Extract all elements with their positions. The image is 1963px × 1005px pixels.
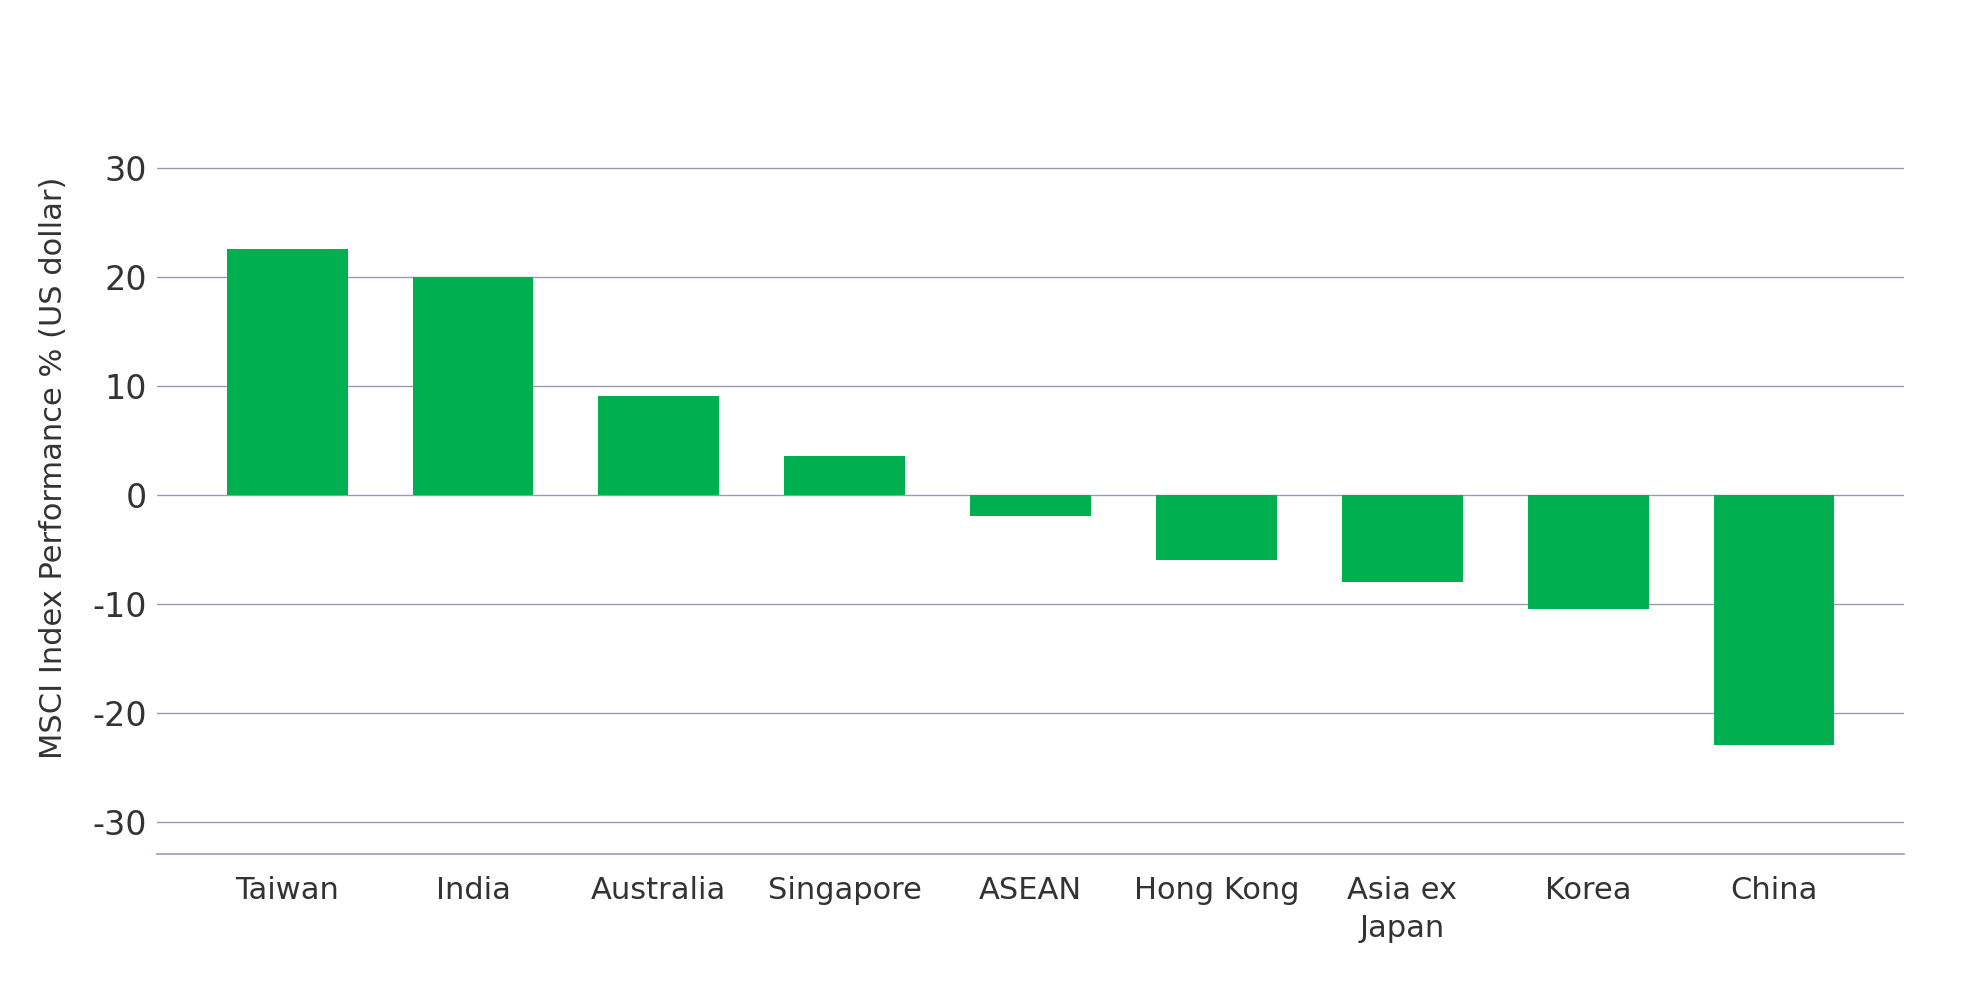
Bar xyxy=(412,276,534,494)
Bar xyxy=(1343,494,1462,582)
Bar xyxy=(1527,494,1649,609)
Bar xyxy=(228,249,347,494)
Bar xyxy=(599,397,718,494)
Bar xyxy=(1714,494,1833,746)
Bar xyxy=(785,456,905,494)
Bar xyxy=(970,494,1091,517)
Bar xyxy=(1156,494,1276,560)
Y-axis label: MSCI Index Performance % (US dollar): MSCI Index Performance % (US dollar) xyxy=(39,176,67,759)
